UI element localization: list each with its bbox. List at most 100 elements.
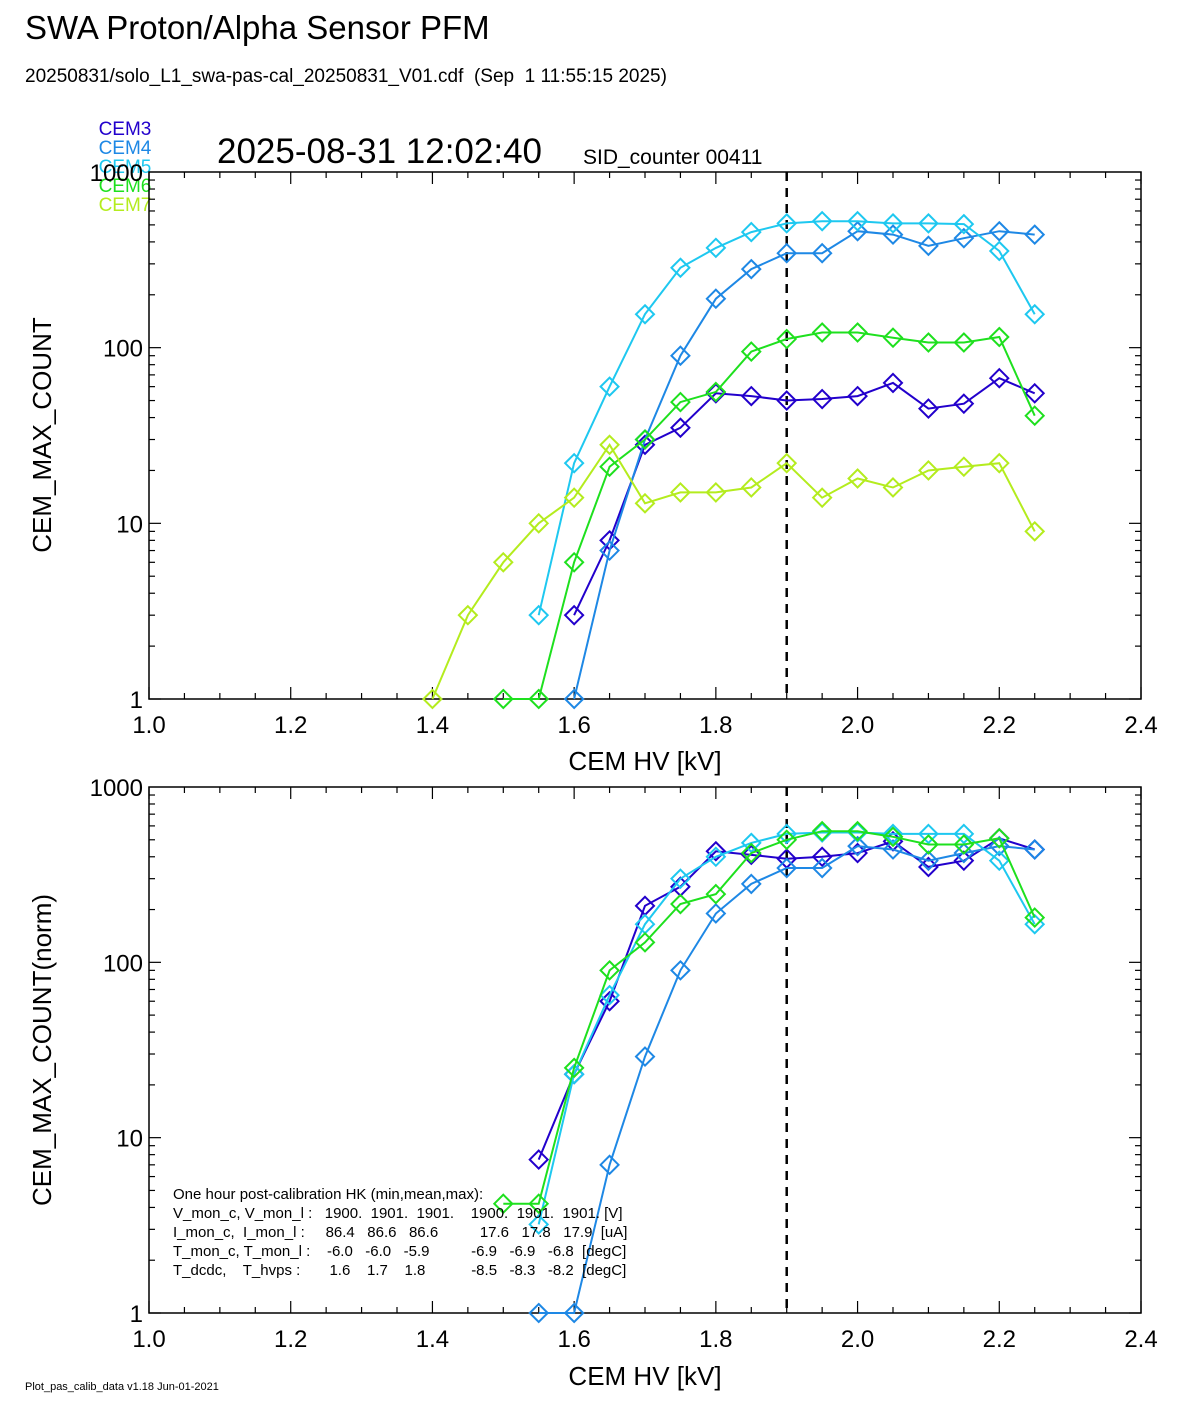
data-point-cem3 xyxy=(811,846,833,868)
file-subtitle: 20250831/solo_L1_swa-pas-cal_20250831_V0… xyxy=(25,66,667,87)
data-point-cem3 xyxy=(953,393,975,415)
data-point-cem6 xyxy=(882,826,904,848)
data-point-cem5 xyxy=(882,212,904,234)
data-point-cem7 xyxy=(953,456,975,478)
x-tick-label: 1.4 xyxy=(416,712,449,739)
data-point-cem7 xyxy=(776,452,798,474)
legend-cem7: CEM7 xyxy=(98,195,152,216)
data-point-cem4 xyxy=(599,540,620,561)
data-point-cem7 xyxy=(492,551,514,573)
y-tick-label: 1 xyxy=(130,687,143,714)
x-tick-label: 2.0 xyxy=(841,712,874,739)
x-tick-label: 1.6 xyxy=(557,1326,590,1353)
data-point-cem5 xyxy=(1024,303,1046,325)
data-point-cem5 xyxy=(918,212,939,234)
y-axis-label: CEM_MAX_COUNT xyxy=(27,317,57,553)
data-point-cem7 xyxy=(670,481,691,503)
series-line-cem7 xyxy=(431,442,1036,700)
data-point-cem4 xyxy=(847,220,868,242)
data-point-cem4 xyxy=(1024,839,1046,860)
data-point-cem4 xyxy=(705,288,727,310)
sid-counter: SID_counter 00411 xyxy=(583,146,763,169)
data-point-cem4 xyxy=(918,850,939,872)
data-point-cem3 xyxy=(705,840,727,862)
data-point-cem4 xyxy=(882,839,904,860)
data-point-cem5 xyxy=(670,257,691,279)
x-tick-label: 2.2 xyxy=(983,712,1016,739)
data-point-cem5 xyxy=(847,210,868,232)
data-point-cem6 xyxy=(740,842,762,864)
data-point-cem5 xyxy=(670,868,691,890)
data-point-cem6 xyxy=(563,1057,585,1079)
data-point-cem4 xyxy=(528,1302,550,1324)
data-point-cem4 xyxy=(953,227,975,249)
data-point-cem4 xyxy=(953,842,975,864)
data-point-cem4 xyxy=(776,242,798,264)
data-point-cem7 xyxy=(740,477,762,498)
data-point-cem6 xyxy=(1024,405,1046,427)
y-tick-label: 100 xyxy=(103,950,143,977)
hk-line-1: One hour post-calibration HK (min,mean,m… xyxy=(173,1186,483,1203)
data-point-cem5 xyxy=(528,1214,550,1235)
x-tick-label: 1.8 xyxy=(699,1326,732,1353)
x-tick-label: 1.8 xyxy=(699,712,732,739)
data-point-cem6 xyxy=(776,829,798,851)
data-point-cem3 xyxy=(1024,382,1046,404)
data-point-cem6 xyxy=(1024,907,1046,928)
data-point-cem5 xyxy=(528,604,550,626)
data-point-cem5 xyxy=(705,846,727,868)
data-point-cem6 xyxy=(740,341,762,362)
data-point-cem4 xyxy=(988,220,1010,242)
data-point-cem3 xyxy=(988,367,1010,389)
data-point-cem5 xyxy=(918,823,939,845)
data-point-cem6 xyxy=(988,827,1010,849)
data-point-cem4 xyxy=(705,903,727,924)
legend-cem5: CEM5 xyxy=(98,157,152,178)
data-point-cem5 xyxy=(882,823,904,845)
data-point-cem4 xyxy=(670,345,691,367)
data-point-cem6 xyxy=(634,429,656,450)
data-point-cem6 xyxy=(847,820,868,842)
series-group xyxy=(422,210,1046,710)
series-line-cem6 xyxy=(503,830,1036,1205)
data-point-cem6 xyxy=(882,327,904,349)
data-point-cem6 xyxy=(705,381,727,403)
y-tick-label: 10 xyxy=(116,511,143,538)
data-point-cem7 xyxy=(422,688,443,710)
page-title: SWA Proton/Alpha Sensor PFM xyxy=(25,9,490,46)
data-point-cem4 xyxy=(599,1154,620,1176)
y-tick-label: 100 xyxy=(103,336,143,363)
data-point-cem6 xyxy=(776,328,798,350)
series-line-cem4 xyxy=(573,230,1035,700)
chart-panel-1: 1.0 1.2 1.4 1.6 1.8 2.0 2.2 2.4 1 10 100 1000 CEM HV… xyxy=(27,160,1158,776)
data-point-cem7 xyxy=(988,452,1010,474)
data-point-cem5 xyxy=(599,984,620,1006)
data-point-cem6 xyxy=(705,883,727,905)
data-point-cem4 xyxy=(563,688,585,710)
data-point-cem5 xyxy=(776,823,798,845)
data-point-cem3 xyxy=(740,385,762,407)
y-tick-label: 1000 xyxy=(90,160,143,187)
legend-cem6: CEM6 xyxy=(98,176,152,197)
data-point-cem6 xyxy=(847,322,868,343)
hk-line-2: V_mon_c, V_mon_l : 1900. 1901. 1901. 190… xyxy=(173,1205,622,1222)
x-tick-label: 1.0 xyxy=(132,1326,165,1353)
data-point-cem7 xyxy=(634,492,656,514)
data-point-cem4 xyxy=(670,959,691,981)
data-point-cem6 xyxy=(528,1193,550,1215)
data-point-cem5 xyxy=(563,452,585,474)
data-point-cem4 xyxy=(1024,224,1046,246)
data-point-cem7 xyxy=(563,487,585,509)
data-point-cem6 xyxy=(811,322,833,343)
x-tick-label: 1.4 xyxy=(416,1326,449,1353)
data-point-cem4 xyxy=(563,1302,585,1324)
data-point-cem6 xyxy=(670,893,691,915)
data-point-cem4 xyxy=(634,1046,656,1068)
legend-cem4: CEM4 xyxy=(98,138,152,159)
legend-cem3: CEM3 xyxy=(98,119,152,140)
data-point-cem7 xyxy=(847,468,868,489)
data-point-cem7 xyxy=(811,487,833,509)
data-point-cem5 xyxy=(705,237,727,259)
data-point-cem7 xyxy=(705,481,727,503)
